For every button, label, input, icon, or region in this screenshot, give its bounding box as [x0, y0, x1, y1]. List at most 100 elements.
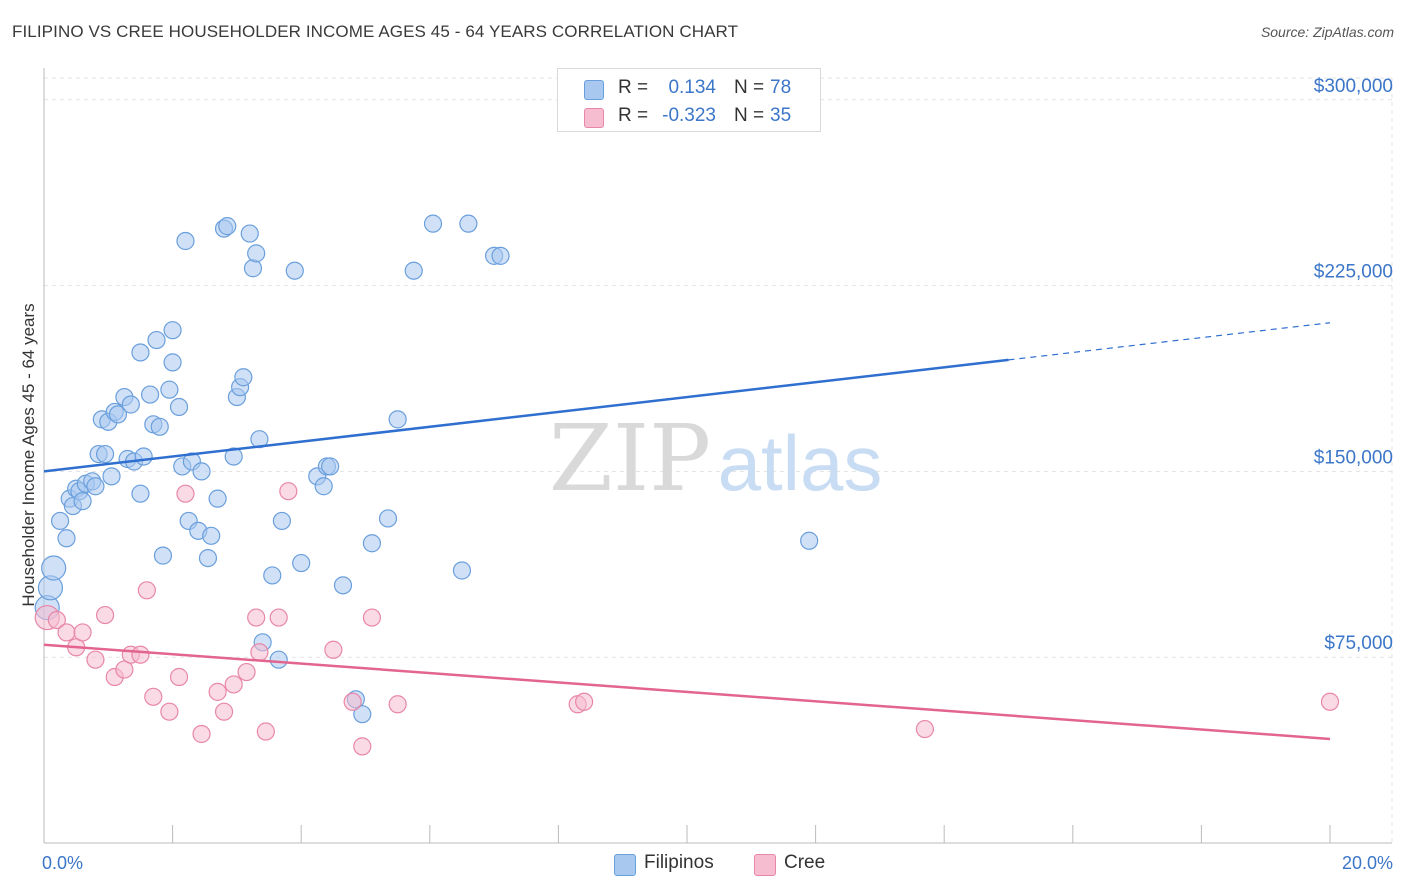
series-cree: [34, 482, 1340, 756]
data-point: [362, 534, 382, 553]
data-point: [192, 462, 211, 481]
data-point: [362, 608, 382, 627]
data-point: [272, 511, 292, 531]
data-point: [247, 244, 266, 263]
legend-swatch-cree: [754, 854, 776, 876]
data-point: [57, 623, 76, 642]
data-point: [321, 457, 340, 476]
data-point: [198, 548, 218, 568]
chart-title: FILIPINO VS CREE HOUSEHOLDER INCOME AGES…: [12, 22, 739, 41]
trend-line-filipinos: [43, 358, 1009, 473]
data-point: [131, 484, 150, 503]
data-point: [452, 561, 472, 580]
x-tick-label-max: 20.0%: [1342, 853, 1393, 873]
legend-swatch-cree: [584, 108, 604, 128]
data-point: [86, 650, 105, 669]
legend-r-label: R =: [618, 105, 649, 126]
y-axis-label: Householder Income Ages 45 - 64 years: [19, 303, 38, 606]
data-point: [491, 246, 510, 265]
legend-swatch-filipinos: [614, 854, 636, 876]
data-point: [73, 623, 92, 642]
data-point: [208, 489, 227, 508]
data-point: [160, 702, 179, 721]
tick-labels: $75,000 $150,000 $225,000 $300,000 0.0% 20.0%: [42, 76, 1393, 873]
data-point: [169, 397, 189, 417]
data-point: [353, 705, 372, 724]
data-point: [202, 526, 221, 545]
watermark: ZIP atlas: [549, 405, 882, 512]
data-point: [224, 675, 243, 694]
data-point: [95, 605, 115, 625]
data-point: [269, 650, 288, 669]
legend-label-cree: Cree: [784, 852, 826, 873]
trend-lines: [43, 322, 1331, 741]
data-point: [240, 224, 259, 243]
data-point: [147, 330, 166, 350]
legend-r-label: R =: [618, 77, 649, 98]
trend-line-cree: [43, 643, 1331, 741]
data-point: [95, 444, 115, 464]
data-point: [256, 722, 275, 741]
data-point: [234, 368, 253, 387]
data-point: [353, 737, 372, 756]
y-tick-label: $225,000: [1314, 262, 1393, 283]
data-point: [343, 692, 362, 711]
data-point: [423, 214, 443, 233]
data-point: [140, 385, 160, 404]
legend-row-cree: R = -0.323 N = 35: [558, 101, 820, 131]
legend-label-filipinos: Filipinos: [644, 852, 714, 873]
trend-line-filipinos-extension: [1008, 322, 1331, 361]
data-point: [144, 687, 163, 706]
legend-n-label: N =: [734, 77, 765, 98]
data-point: [176, 231, 195, 251]
data-point: [73, 492, 92, 511]
data-point: [160, 380, 179, 399]
axes: [43, 68, 1392, 844]
legend-r-value: -0.323: [662, 105, 716, 126]
legend-swatch-filipinos: [584, 80, 604, 100]
data-point: [404, 261, 423, 280]
data-point: [388, 695, 407, 714]
data-point: [208, 682, 227, 701]
data-point: [333, 576, 353, 595]
data-point: [243, 259, 263, 278]
data-point: [163, 353, 182, 372]
data-point: [176, 484, 195, 503]
data-point: [47, 610, 66, 630]
legend-r-value: 0.134: [668, 77, 716, 98]
data-point: [263, 566, 282, 585]
data-point: [41, 555, 67, 581]
y-tick-label: $150,000: [1314, 447, 1393, 468]
data-point: [102, 467, 121, 486]
data-point: [150, 417, 169, 436]
x-tick-label-min: 0.0%: [42, 853, 83, 873]
data-point: [378, 509, 398, 528]
data-point: [86, 477, 105, 496]
data-point: [292, 553, 311, 573]
legend-n-label: N =: [734, 105, 765, 126]
correlation-legend: R = 0.134 N = 78 R = -0.323 N = 35: [557, 68, 821, 132]
y-tick-label: $75,000: [1324, 633, 1393, 654]
data-point: [50, 511, 70, 531]
data-point: [575, 692, 594, 711]
data-point: [131, 645, 150, 664]
data-point: [800, 531, 819, 550]
data-point: [163, 321, 182, 340]
data-point: [459, 214, 478, 233]
data-point: [269, 608, 288, 627]
data-point: [169, 667, 189, 687]
watermark-zip: ZIP: [549, 405, 711, 512]
watermark-atlas: atlas: [718, 419, 883, 507]
data-point: [134, 447, 153, 466]
legend-n-value: 35: [770, 105, 792, 126]
data-point: [1320, 692, 1340, 711]
y-tick-label: $300,000: [1314, 76, 1393, 97]
data-point: [121, 395, 140, 414]
data-point: [214, 702, 234, 721]
data-point: [131, 343, 150, 362]
legend-row-filipinos: R = 0.134 N = 78: [558, 73, 820, 103]
data-point: [314, 477, 333, 496]
data-point: [237, 662, 256, 682]
data-point: [137, 581, 156, 600]
